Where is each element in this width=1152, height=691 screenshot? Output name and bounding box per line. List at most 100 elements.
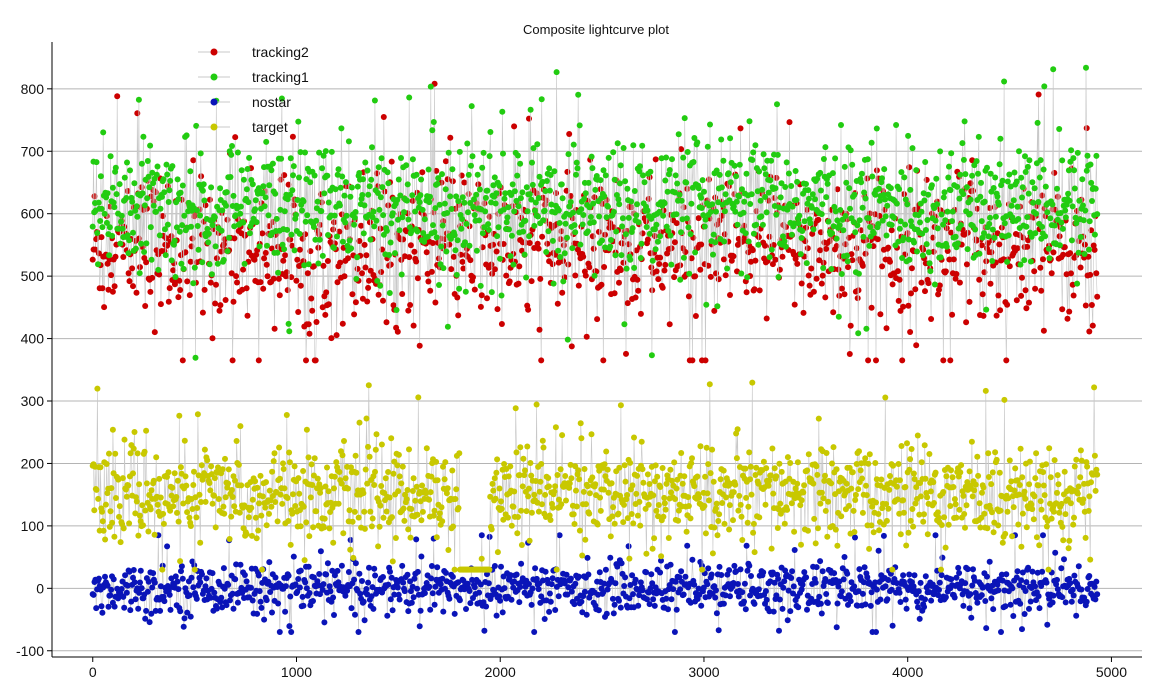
data-point: [447, 134, 454, 141]
data-point: [896, 589, 903, 596]
data-point: [1017, 600, 1024, 607]
data-point: [836, 222, 843, 229]
data-point: [371, 565, 378, 572]
data-point: [1093, 578, 1100, 585]
data-point: [653, 268, 660, 275]
data-point: [1032, 285, 1039, 292]
data-point: [268, 167, 275, 174]
data-point: [317, 489, 324, 496]
data-point: [388, 158, 395, 165]
data-point: [275, 269, 282, 276]
data-point: [144, 158, 151, 164]
data-point: [919, 252, 926, 259]
data-point: [899, 357, 906, 364]
data-point: [356, 419, 363, 426]
data-point: [1094, 211, 1101, 218]
data-point: [862, 250, 869, 257]
data-point: [199, 571, 205, 578]
data-point: [860, 233, 867, 240]
data-point: [287, 155, 294, 162]
data-point: [985, 474, 992, 480]
data-point: [672, 496, 678, 502]
data-point: [798, 235, 805, 241]
data-point: [658, 557, 664, 564]
data-point: [1040, 469, 1047, 476]
data-point: [331, 244, 337, 251]
data-point: [317, 485, 324, 491]
data-point: [157, 301, 164, 308]
data-point: [150, 202, 157, 209]
data-point: [567, 575, 574, 582]
data-point: [547, 172, 554, 178]
data-point: [1051, 222, 1058, 229]
data-point: [500, 150, 506, 157]
data-point: [461, 179, 468, 186]
data-point: [447, 235, 454, 242]
data-point: [513, 571, 520, 578]
data-point: [819, 272, 826, 279]
data-point: [602, 244, 608, 251]
data-point: [947, 187, 954, 194]
data-point: [1019, 184, 1026, 191]
data-point: [651, 478, 658, 485]
data-point: [925, 280, 932, 287]
data-point: [617, 604, 624, 611]
data-point: [776, 204, 783, 211]
data-point: [356, 570, 363, 577]
data-point: [499, 108, 506, 115]
data-point: [545, 475, 552, 481]
data-point: [792, 168, 799, 174]
data-point: [270, 458, 277, 465]
data-point: [294, 197, 301, 203]
data-point: [615, 510, 622, 517]
data-point: [361, 202, 368, 209]
data-point: [702, 473, 709, 480]
data-point: [838, 122, 844, 128]
data-point: [902, 196, 909, 203]
data-point: [698, 602, 705, 609]
data-point: [291, 247, 298, 254]
data-point: [1056, 242, 1063, 249]
data-point: [718, 572, 725, 578]
data-point: [864, 574, 871, 581]
data-point: [535, 508, 542, 515]
data-point: [678, 229, 684, 236]
data-point: [769, 445, 776, 452]
data-point: [983, 625, 990, 632]
data-point: [278, 95, 285, 102]
data-point: [382, 475, 389, 482]
data-point: [447, 193, 454, 200]
data-point: [105, 603, 112, 610]
data-point: [875, 547, 882, 554]
data-point: [739, 589, 746, 596]
data-point: [456, 450, 463, 457]
data-point: [1093, 466, 1100, 473]
data-point: [969, 172, 976, 179]
data-point: [613, 228, 620, 235]
data-point: [831, 570, 838, 577]
data-point: [916, 615, 923, 622]
data-point: [202, 583, 209, 590]
data-point: [531, 245, 538, 251]
data-point: [745, 238, 752, 245]
data-point: [202, 498, 209, 505]
data-point: [671, 629, 678, 635]
data-point: [431, 601, 438, 608]
data-point: [630, 142, 637, 149]
data-point: [187, 523, 194, 529]
data-point: [573, 171, 579, 178]
data-point: [896, 276, 903, 283]
data-point: [922, 596, 928, 603]
data-point: [281, 485, 288, 492]
data-point: [962, 171, 969, 178]
data-point: [1036, 174, 1043, 181]
data-point: [736, 492, 743, 499]
data-point: [147, 224, 154, 231]
data-point: [645, 501, 652, 508]
data-point: [220, 503, 227, 510]
data-point: [165, 469, 172, 476]
data-point: [730, 489, 737, 496]
data-point: [176, 228, 183, 235]
data-point: [418, 553, 425, 560]
data-point: [152, 607, 159, 614]
